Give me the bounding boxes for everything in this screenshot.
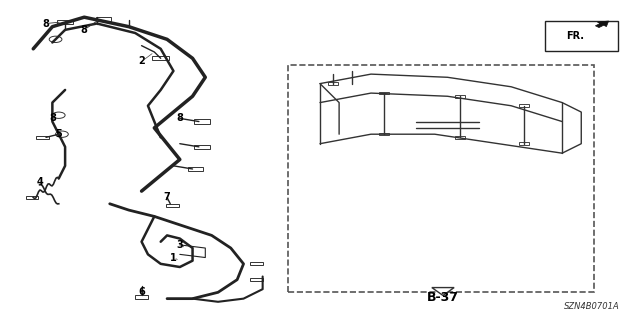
Text: 1: 1 [170, 253, 177, 263]
Bar [455, 95, 465, 98]
FancyArrow shape [432, 287, 454, 295]
Text: 3: 3 [177, 240, 183, 250]
Bar [519, 105, 529, 107]
Bar [166, 204, 179, 207]
Text: 2: 2 [138, 56, 145, 66]
Bar [195, 145, 210, 149]
Bar [152, 56, 169, 60]
Text: 7: 7 [164, 192, 170, 203]
Bar [379, 133, 389, 136]
Text: SZN4B0701A: SZN4B0701A [564, 302, 620, 311]
Bar [26, 196, 38, 199]
Text: 4: 4 [36, 177, 43, 187]
Text: 8: 8 [49, 113, 56, 123]
Bar [188, 167, 204, 171]
Bar [96, 17, 111, 21]
Bar [328, 82, 338, 85]
Bar [519, 142, 529, 145]
Text: B-37: B-37 [427, 291, 459, 304]
Text: 8: 8 [81, 25, 88, 35]
Bar [194, 120, 211, 123]
Bar [250, 262, 262, 265]
Bar [58, 20, 73, 24]
Text: 5: 5 [56, 129, 62, 139]
Text: 6: 6 [138, 287, 145, 297]
Text: 8: 8 [177, 113, 183, 123]
Bar [455, 136, 465, 139]
Text: 8: 8 [42, 19, 49, 28]
Bar [36, 136, 49, 139]
FancyBboxPatch shape [545, 21, 618, 51]
Bar [379, 92, 389, 94]
Bar [135, 295, 148, 299]
Bar [250, 278, 262, 281]
FancyArrow shape [595, 21, 609, 27]
Text: FR.: FR. [566, 31, 584, 41]
